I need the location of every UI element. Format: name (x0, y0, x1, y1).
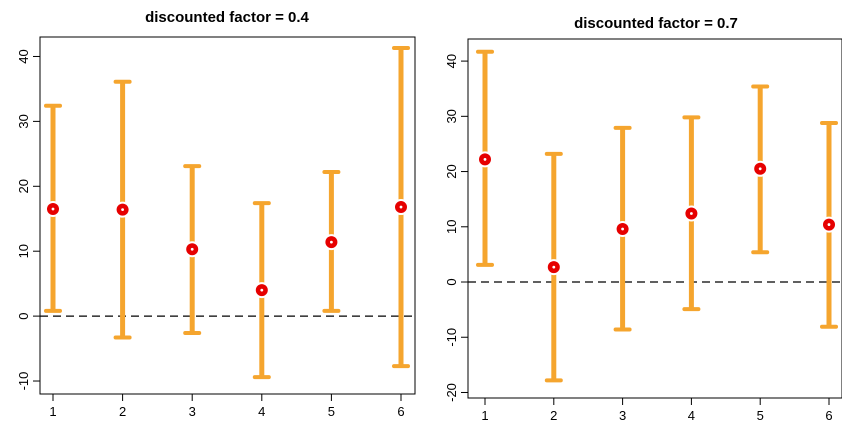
plot-frame (39, 36, 416, 395)
point-center (827, 223, 831, 226)
x-tick-label: 5 (328, 404, 335, 419)
plot-area: -10 0 10 20 30 40 1 2 3 4 5 6 (16, 36, 416, 419)
point-center (758, 167, 762, 171)
y-tick-label: -20 (444, 383, 459, 402)
plot-area: -20 -10 0 10 20 30 40 1 2 3 4 5 6 (444, 38, 842, 423)
point-center (190, 247, 194, 251)
y-tick-label: 20 (444, 164, 459, 178)
chart-title: discounted factor = 0.7 (574, 15, 738, 32)
y-tick-label: -10 (16, 372, 31, 391)
x-tick-label: 6 (825, 408, 832, 421)
x-tick-label: 1 (49, 404, 56, 419)
x-tick-label: 4 (258, 404, 265, 419)
point-center (121, 208, 124, 212)
chart-panel-left: discounted factor = 0.4 -10 0 10 20 30 40 1 2 3 4… (16, 9, 416, 419)
x-tick-label: 2 (550, 408, 557, 421)
x-tick-label: 1 (481, 408, 488, 421)
point-center (483, 158, 487, 161)
x-tick-label: 4 (688, 408, 695, 421)
point-center (399, 205, 403, 209)
y-tick-label: 0 (444, 278, 459, 285)
y-tick-label: 20 (16, 179, 31, 193)
y-tick-label: 10 (16, 244, 31, 258)
y-tick-label: 30 (16, 114, 31, 128)
y-tick-label: -10 (444, 328, 459, 347)
y-tick-label: 40 (444, 54, 459, 68)
x-tick-label: 2 (119, 404, 126, 419)
point-center (690, 212, 693, 215)
x-tick-label: 6 (397, 404, 404, 419)
point-center (51, 207, 55, 211)
chart-title: discounted factor = 0.4 (145, 9, 309, 26)
y-tick-label: 30 (444, 109, 459, 123)
x-tick-label: 3 (619, 408, 626, 421)
y-tick-label: 10 (444, 220, 459, 234)
y-tick-label: 0 (16, 312, 31, 319)
plot-frame (467, 38, 842, 399)
y-tick-label: 40 (16, 49, 31, 63)
chart-panel-right: discounted factor = 0.7 -20 -10 0 10 20 30 40 1… (444, 15, 842, 423)
point-center (330, 240, 333, 244)
point-center (552, 265, 556, 269)
x-tick-label: 3 (189, 404, 196, 419)
point-center (621, 227, 624, 231)
x-tick-label: 5 (757, 408, 764, 421)
point-center (260, 288, 264, 292)
